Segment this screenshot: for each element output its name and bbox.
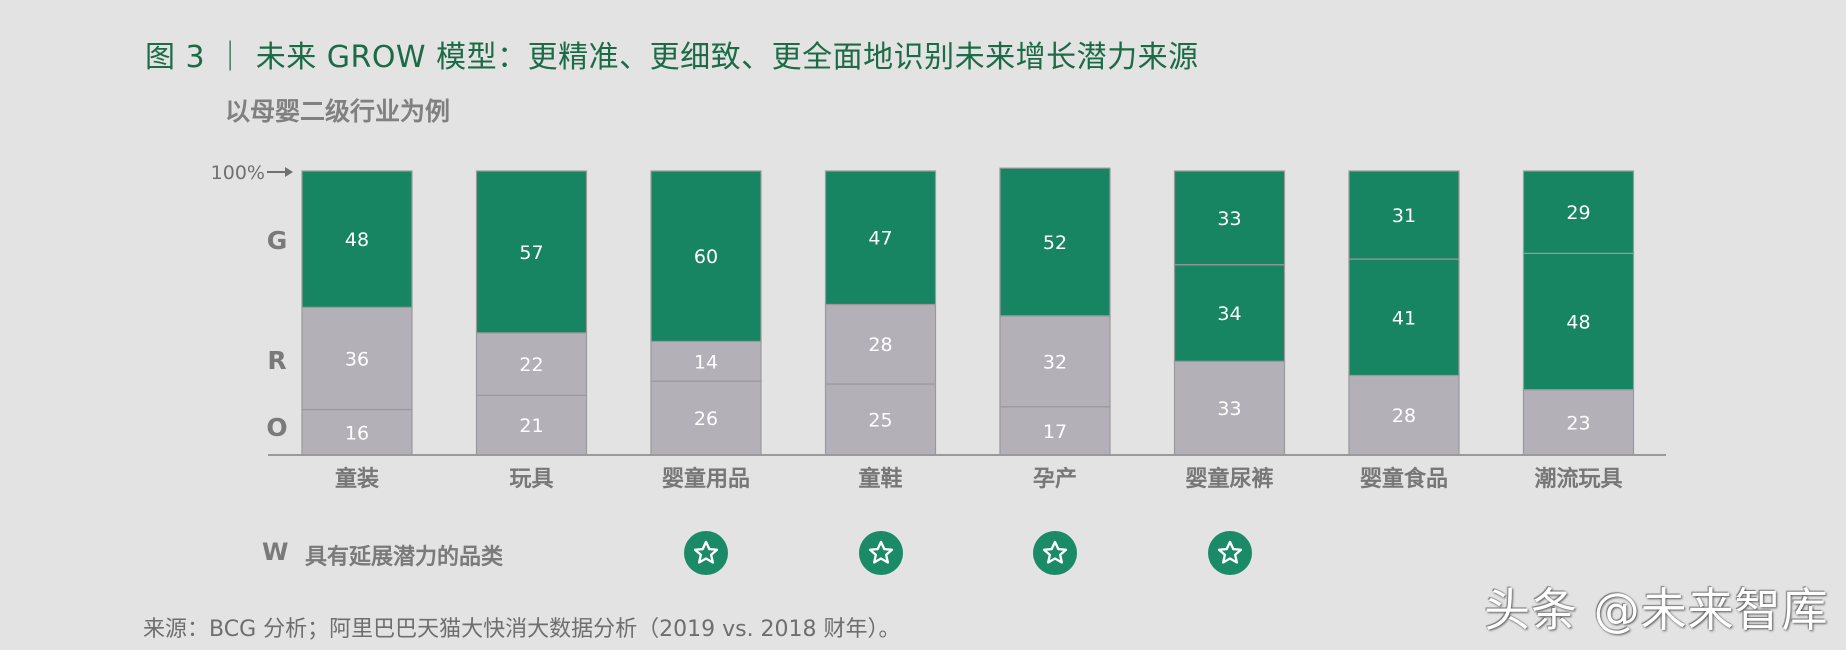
data-label: 36: [345, 348, 369, 370]
bar-segment: [650, 170, 762, 342]
bar-segment: [1522, 170, 1635, 254]
category-label: 潮流玩具: [1534, 466, 1622, 492]
data-label: 26: [694, 408, 718, 430]
chart-subtitle: 以母婴二级行业为例: [225, 97, 451, 126]
data-label: 23: [1566, 412, 1590, 434]
data-label: 47: [868, 228, 892, 250]
data-label: 17: [1043, 421, 1067, 443]
bar-segment: [824, 170, 937, 306]
category-label: 玩具: [509, 467, 553, 492]
star-badge: [1033, 531, 1077, 575]
star-badge: [1207, 531, 1252, 575]
category-label: 婴童食品: [1360, 466, 1448, 492]
data-label: 57: [519, 242, 543, 264]
category-label: 孕产: [1033, 467, 1077, 492]
data-label: 22: [519, 354, 543, 376]
data-label: 16: [345, 422, 369, 444]
category-label: 婴童尿裤: [1185, 466, 1273, 492]
y-axis-letter: G: [267, 226, 288, 255]
bar-segment: [1348, 170, 1460, 260]
data-label: 48: [345, 229, 369, 251]
bar-segment: [999, 315, 1111, 408]
star-icon: [693, 540, 719, 564]
bar-segment: [1348, 374, 1460, 456]
bar-segment: [650, 340, 762, 382]
data-label: 14: [694, 351, 718, 373]
bar-segment: [475, 332, 588, 396]
data-label: 25: [868, 410, 892, 432]
top-marker-arrow-head: [285, 167, 293, 177]
data-label: 60: [694, 246, 718, 268]
star-icon: [868, 540, 893, 564]
data-label: 31: [1392, 205, 1416, 227]
bar-segment: [301, 170, 413, 308]
data-label: 29: [1566, 202, 1590, 224]
bar-segment: [1522, 252, 1635, 391]
bar-segment: [1173, 170, 1286, 266]
bar-segment: [1522, 389, 1635, 456]
watermark: 头条 @未来智库: [1484, 583, 1829, 637]
data-label: 32: [1043, 351, 1067, 373]
w-row-label: 具有延展潜力的品类: [305, 545, 504, 570]
bar-segment: [999, 167, 1111, 317]
data-label: 28: [868, 334, 892, 356]
source-note: 来源：BCG 分析；阿里巴巴天猫大快消大数据分析（2019 vs. 2018 财…: [143, 617, 901, 642]
y-axis-letter: R: [267, 346, 286, 375]
data-label: 33: [1217, 398, 1241, 420]
stacked-bar-chart: 16 36 48 童装 21 22 57 玩具 26 14 60 婴童用品 25 28 47 童鞋 17 32 52…: [211, 162, 1666, 492]
top-marker-label: 100%: [211, 162, 265, 184]
bar-segment: [301, 306, 413, 411]
data-label: 48: [1566, 312, 1590, 334]
data-label: 41: [1392, 307, 1416, 329]
star-badge: [684, 531, 728, 575]
star-icon: [1217, 540, 1242, 564]
bar-segment: [1173, 360, 1286, 456]
star-badge: [858, 531, 903, 575]
data-label: 33: [1217, 208, 1241, 230]
data-label: 34: [1217, 303, 1241, 325]
category-label: 婴童用品: [662, 466, 750, 492]
category-label: 童鞋: [858, 466, 902, 492]
bar-segment: [824, 383, 937, 456]
bar-segment: [1348, 258, 1460, 377]
bar-segment: [475, 170, 588, 334]
bar-segment: [301, 408, 413, 456]
data-label: 21: [519, 415, 543, 437]
data-label: 52: [1043, 232, 1067, 254]
data-label: 28: [1392, 405, 1416, 427]
bar-segment: [1173, 264, 1286, 362]
chart-title: 图 3 ｜ 未来 GROW 模型：更精准、更细致、更全面地识别未来增长潜力来源: [145, 40, 1199, 75]
w-row-letter: W: [262, 538, 289, 566]
category-label: 童装: [335, 466, 379, 492]
star-icon: [1042, 540, 1068, 564]
y-axis-letter: O: [266, 413, 287, 442]
